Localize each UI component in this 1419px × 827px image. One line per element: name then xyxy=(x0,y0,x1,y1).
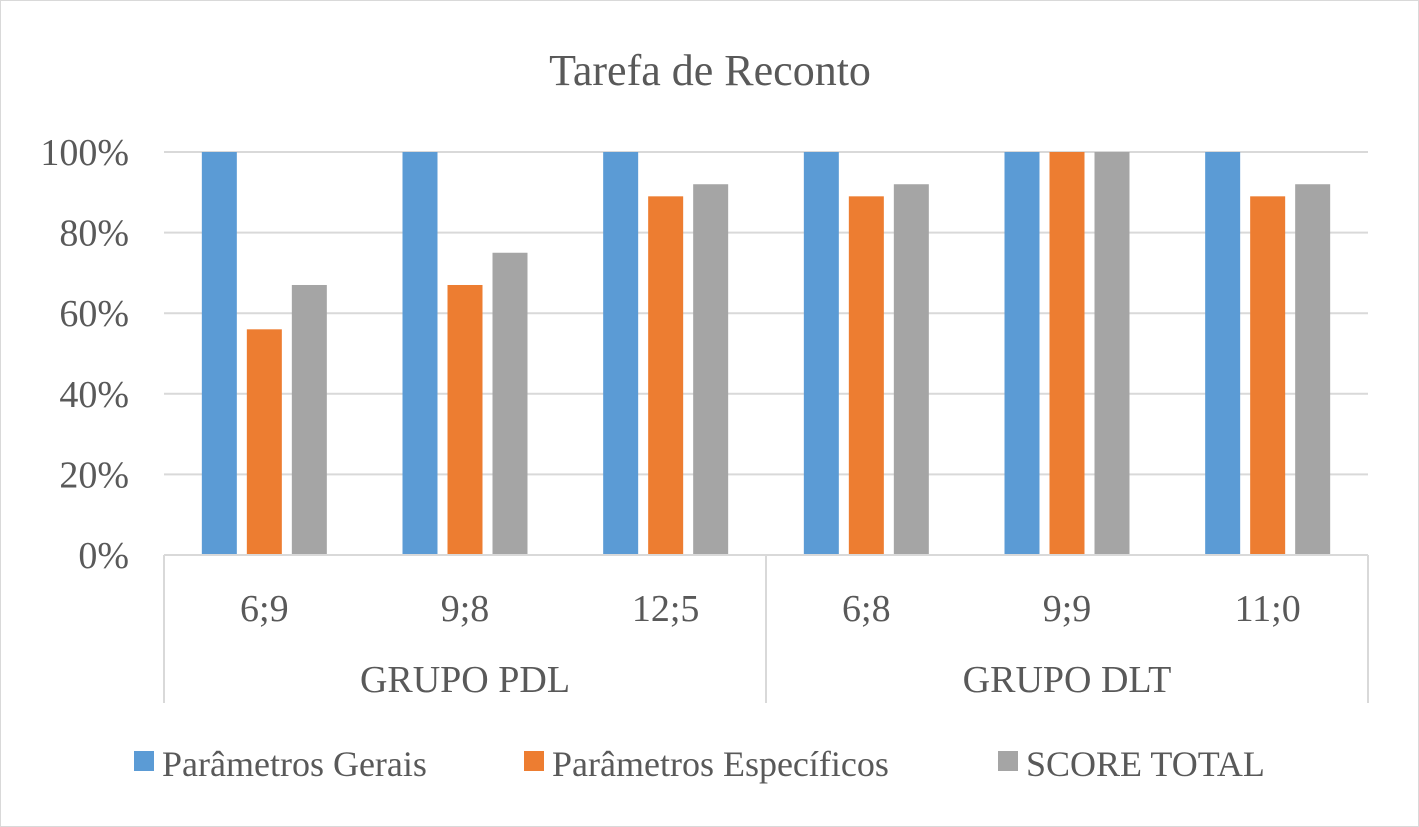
x-tick-label: 6;9 xyxy=(240,588,289,630)
bar xyxy=(492,252,528,555)
bar xyxy=(693,184,729,556)
bar xyxy=(201,152,237,555)
legend-swatch xyxy=(524,751,544,771)
y-tick-label: 40% xyxy=(59,374,129,416)
group-label: GRUPO PDL xyxy=(360,659,570,701)
bar xyxy=(1094,152,1130,555)
gridlines xyxy=(164,151,1368,476)
bar xyxy=(1205,152,1241,555)
legend-label: Parâmetros Gerais xyxy=(162,744,427,784)
bar xyxy=(402,152,438,555)
y-tick-label: 20% xyxy=(59,454,129,496)
y-tick-label: 100% xyxy=(40,132,129,174)
x-tick-label: 9;9 xyxy=(1043,588,1092,630)
bar xyxy=(648,196,684,555)
legend: Parâmetros Gerais Parâmetros Específicos S… xyxy=(134,744,1265,784)
bar xyxy=(1295,184,1331,556)
x-tick-label: 9;8 xyxy=(441,588,490,630)
legend-swatch xyxy=(134,751,154,771)
legend-label: SCORE TOTAL xyxy=(1026,744,1265,784)
y-tick-label: 60% xyxy=(59,293,129,335)
bar xyxy=(893,184,929,556)
x-tick-label: 12;5 xyxy=(632,588,700,630)
x-tick-label: 11;0 xyxy=(1235,588,1301,630)
bar xyxy=(848,196,884,555)
y-tick-label: 0% xyxy=(78,535,129,577)
bar xyxy=(246,329,282,555)
bar xyxy=(803,152,839,555)
bar xyxy=(1049,152,1085,555)
y-tick-label: 80% xyxy=(59,213,129,255)
bar xyxy=(1250,196,1286,555)
x-tick-label: 6;8 xyxy=(842,588,891,630)
bar xyxy=(1004,152,1040,555)
bars xyxy=(201,152,1331,556)
group-label: GRUPO DLT xyxy=(963,659,1172,701)
legend-label: Parâmetros Específicos xyxy=(552,744,889,784)
bar xyxy=(447,284,483,555)
axes xyxy=(163,554,1369,703)
bar xyxy=(603,152,639,555)
bar xyxy=(291,284,327,555)
legend-swatch xyxy=(998,751,1018,771)
chart-title: Tarefa de Reconto xyxy=(549,46,871,95)
axis-labels: 0% 20% 40% 60% 80% 100% 6;9 9;8 12;5 6;8 9;9 11;0 GR… xyxy=(40,132,1300,701)
